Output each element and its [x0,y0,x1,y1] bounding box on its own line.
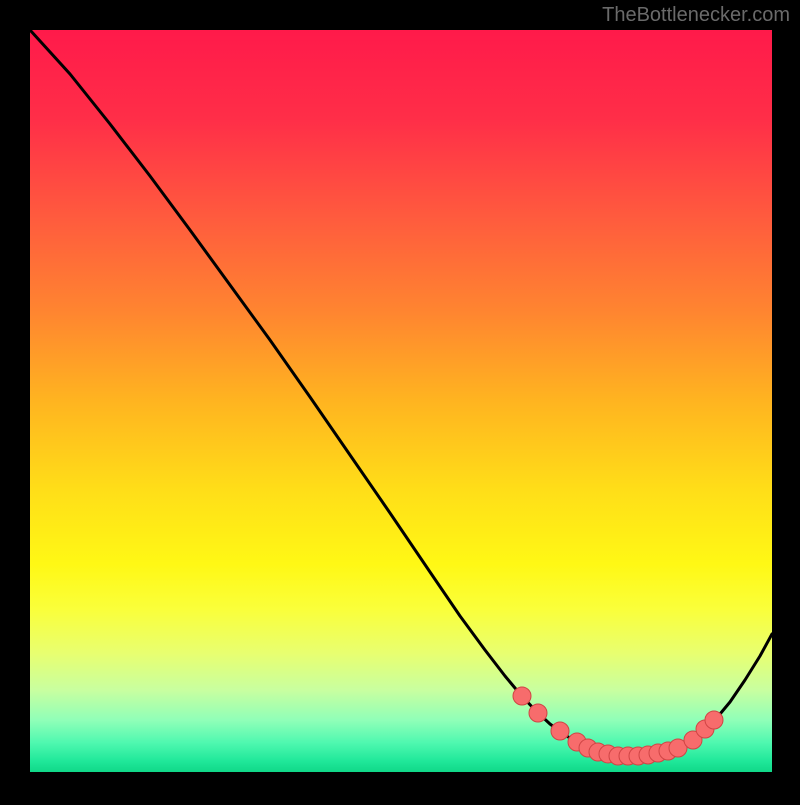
plot-background [30,30,772,772]
chart-svg [0,0,800,800]
data-marker [705,711,723,729]
data-marker [513,687,531,705]
data-marker [529,704,547,722]
data-marker [551,722,569,740]
watermark-text: TheBottlenecker.com [602,4,790,27]
bottleneck-chart [0,0,800,800]
